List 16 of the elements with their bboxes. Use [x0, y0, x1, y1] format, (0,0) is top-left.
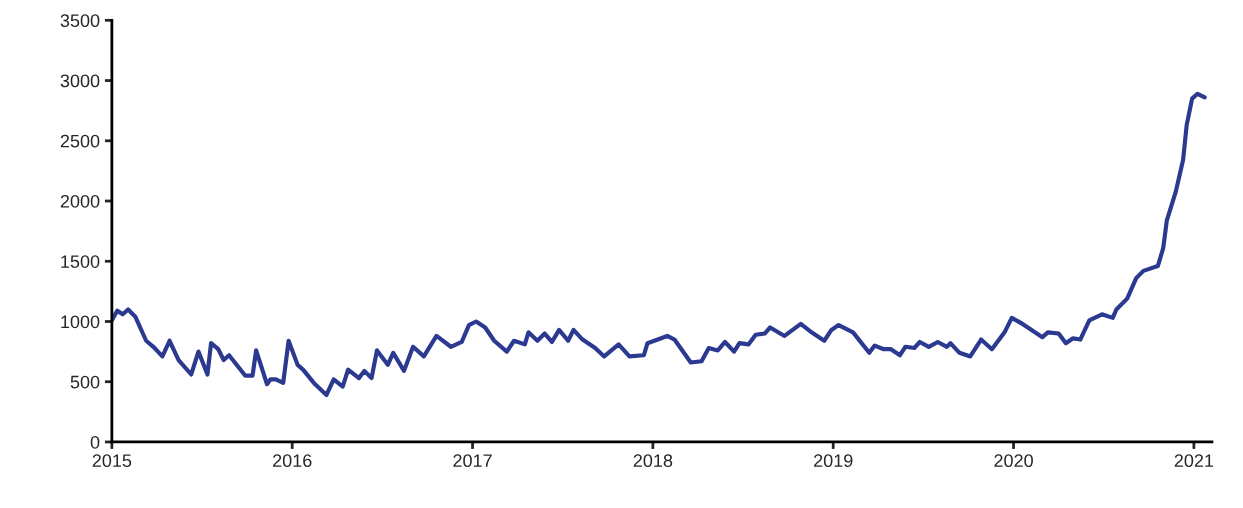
x-tick-label: 2021 [1174, 454, 1214, 468]
y-tick-label: 0 [90, 435, 100, 449]
y-tick-label: 1000 [61, 315, 100, 329]
x-tick-label: 2020 [994, 454, 1033, 468]
y-tick-label: 1500 [61, 255, 100, 268]
y-tick-label: 3000 [60, 74, 100, 88]
y-tick-label: 3500 [60, 14, 100, 28]
y-tick-label: 500 [70, 375, 100, 389]
x-tick-label: 2019 [814, 454, 853, 468]
y-tick-label: 2000 [60, 194, 100, 208]
x-tick-label: 2016 [273, 454, 312, 468]
y-tick-label: 2500 [60, 134, 100, 148]
x-tick-label: 2017 [453, 454, 492, 468]
x-tick-label: 2018 [633, 454, 673, 468]
line-series [111, 91, 1207, 398]
x-tick-label: 2015 [92, 454, 132, 468]
